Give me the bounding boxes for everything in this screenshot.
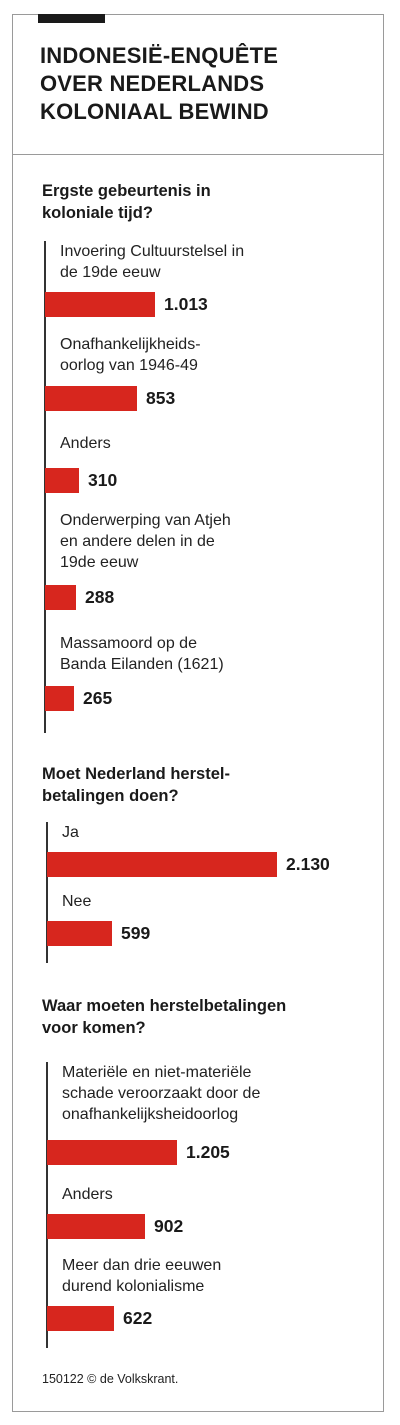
- value-label: 1.205: [186, 1142, 230, 1162]
- title-line-3: KOLONIAAL BEWIND: [40, 99, 269, 124]
- category-label-line: Invoering Cultuurstelsel in: [60, 243, 245, 260]
- category-label: Onafhankelijkheids-oorlog van 1946-49: [60, 334, 201, 376]
- category-label: Materiële en niet-materiële schade veroor…: [62, 1062, 260, 1125]
- category-label-line: 19de eeuw: [60, 554, 139, 571]
- bar: [47, 921, 112, 946]
- value-label: 622: [123, 1308, 153, 1328]
- category-label: Nee: [62, 891, 91, 912]
- header-accent-bar: [38, 14, 105, 23]
- chart-title: Ergste gebeurtenis in koloniale tijd?: [42, 180, 372, 224]
- chart-axis-line: [46, 1062, 48, 1348]
- value-label: 599: [121, 923, 151, 943]
- value-label: 310: [88, 470, 118, 490]
- category-label-line: Banda Eilanden (1621): [60, 656, 224, 673]
- category-label: Invoering Cultuurstelsel in de 19de eeuw: [60, 241, 244, 283]
- value-label: 1.013: [164, 294, 208, 314]
- category-label-line: Anders: [60, 435, 111, 452]
- category-label-line: de 19de eeuw: [60, 264, 161, 281]
- chart-title: Waar moeten herstelbetalingen voor komen?: [42, 995, 372, 1039]
- bar: [45, 386, 137, 411]
- category-label: Onderwerping van Atjeh en andere delen in…: [60, 510, 231, 573]
- category-label-line: onafhankelijksheidoorlog: [62, 1106, 239, 1123]
- bar: [47, 852, 277, 877]
- chart-axis-line: [46, 822, 48, 963]
- category-label-line: Anders: [62, 1186, 113, 1203]
- bar: [45, 292, 155, 317]
- value-label: 288: [85, 587, 115, 607]
- title-divider: [12, 154, 384, 155]
- bar: [45, 468, 79, 493]
- category-label-line: Ja: [62, 824, 79, 841]
- category-label-line: oorlog van 1946-49: [60, 357, 198, 374]
- category-label: Anders: [60, 433, 111, 454]
- category-label-line: Meer dan drie eeuwen: [62, 1257, 222, 1274]
- chart-title-line: Waar moeten herstelbetalingen: [42, 997, 287, 1015]
- category-label-line: Materiële en niet-materiële: [62, 1064, 252, 1081]
- chart-title-line: betalingen doen?: [42, 787, 179, 805]
- bar: [47, 1214, 145, 1239]
- chart-title-line: Moet Nederland herstel-: [42, 765, 230, 783]
- category-label-line: Onafhankelijkheids-: [60, 336, 201, 353]
- category-label: Anders: [62, 1184, 113, 1205]
- graphic-frame: [12, 14, 384, 1412]
- title-line-2: OVER NEDERLANDS: [40, 71, 265, 96]
- category-label: Ja: [62, 822, 79, 843]
- chart-title-line: voor komen?: [42, 1019, 146, 1037]
- chart-title-line: koloniale tijd?: [42, 204, 153, 222]
- title-line-1: INDONESIË-ENQUÊTE: [40, 43, 279, 68]
- category-label-line: en andere delen in de: [60, 533, 215, 550]
- chart-axis-line: [44, 241, 46, 733]
- category-label-line: durend kolonialisme: [62, 1278, 205, 1295]
- page-title: INDONESIË-ENQUÊTE OVER NEDERLANDS KOLONI…: [40, 42, 370, 126]
- category-label: Meer dan drie eeuwen durend kolonialisme: [62, 1255, 221, 1297]
- bar: [45, 585, 76, 610]
- value-label: 853: [146, 388, 176, 408]
- category-label-line: Massamoord op de: [60, 635, 197, 652]
- category-label-line: Nee: [62, 893, 92, 910]
- bar: [45, 686, 74, 711]
- bar: [47, 1140, 177, 1165]
- value-label: 2.130: [286, 854, 330, 874]
- source-credit: 150122 © de Volkskrant.: [42, 1372, 179, 1386]
- chart-title: Moet Nederland herstel-betalingen doen?: [42, 763, 372, 807]
- bar: [47, 1306, 114, 1331]
- value-label: 902: [154, 1216, 184, 1236]
- category-label-line: schade veroorzaakt door de: [62, 1085, 261, 1102]
- value-label: 265: [83, 688, 113, 708]
- category-label: Massamoord op de Banda Eilanden (1621): [60, 633, 224, 675]
- category-label-line: Onderwerping van Atjeh: [60, 512, 231, 529]
- chart-title-line: Ergste gebeurtenis in: [42, 182, 211, 200]
